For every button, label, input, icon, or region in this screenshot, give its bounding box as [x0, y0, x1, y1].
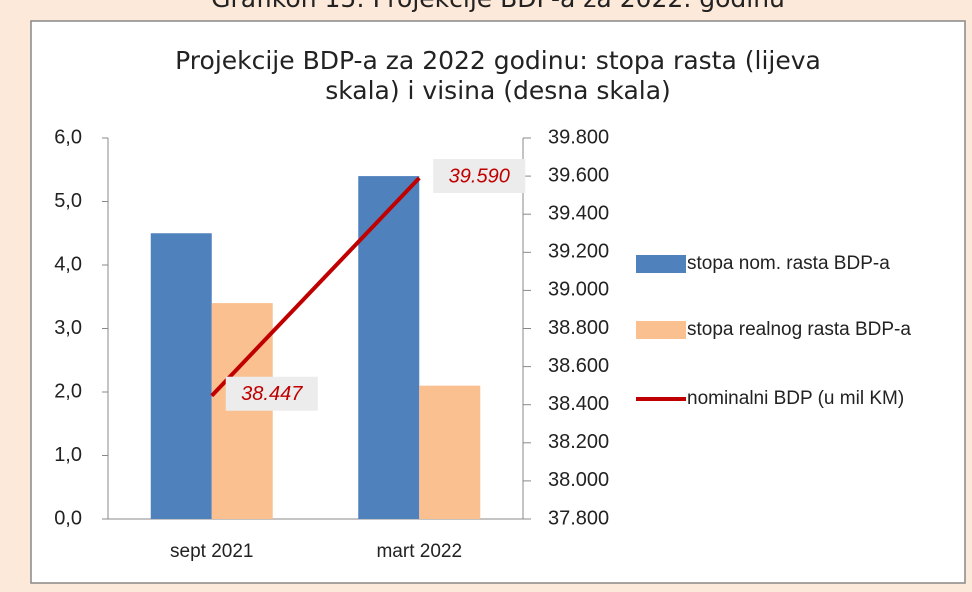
legend-label: nominalni BDP (u mil KM) — [687, 388, 904, 409]
y2-tick-label: 39.000 — [548, 279, 609, 301]
y2-tick-label: 39.600 — [548, 164, 609, 186]
y-tick-label: 3,0 — [54, 317, 82, 339]
legend-label: stopa nom. rasta BDP-a — [687, 253, 890, 274]
y2-tick-label: 39.400 — [548, 202, 609, 224]
y2-tick-label: 38.800 — [548, 317, 609, 339]
y2-tick-label: 37.800 — [548, 507, 609, 529]
bar — [150, 233, 212, 519]
value-label-box — [433, 159, 526, 194]
caption: Grafikon 15: Projekcije BDP-a za 2022. g… — [211, 0, 785, 13]
value-label-box — [225, 376, 318, 411]
y-tick-label: 2,0 — [54, 380, 82, 402]
y2-tick-label: 38.600 — [548, 355, 609, 377]
y-tick-label: 4,0 — [54, 253, 82, 275]
x-tick-label: sept 2021 — [170, 541, 253, 562]
y2-tick-label: 39.200 — [548, 241, 609, 263]
y-tick-label: 1,0 — [54, 444, 82, 466]
y2-tick-label: 38.000 — [548, 469, 609, 491]
legend-label: stopa realnog rasta BDP-a — [687, 319, 911, 340]
legend-swatch — [636, 321, 686, 339]
y-tick-label: 5,0 — [54, 190, 82, 212]
y-tick-label: 0,0 — [54, 507, 82, 529]
line-series — [210, 176, 421, 398]
y2-tick-label: 39.800 — [548, 126, 609, 148]
bar — [211, 303, 273, 519]
chart-title: Projekcije BDP-a za 2022 godinu: stopa r… — [175, 46, 821, 75]
y2-tick-label: 38.400 — [548, 393, 609, 415]
y-tick-label: 6,0 — [54, 126, 82, 148]
bar — [358, 176, 420, 519]
value-label: 38.447 — [241, 383, 303, 405]
value-label: 39.590 — [449, 165, 510, 187]
y2-tick-label: 38.200 — [548, 431, 609, 453]
chart-title: skala) i visina (desna skala) — [325, 76, 671, 105]
bar — [419, 385, 481, 519]
legend-swatch — [636, 255, 686, 273]
x-tick-label: mart 2022 — [376, 541, 462, 562]
